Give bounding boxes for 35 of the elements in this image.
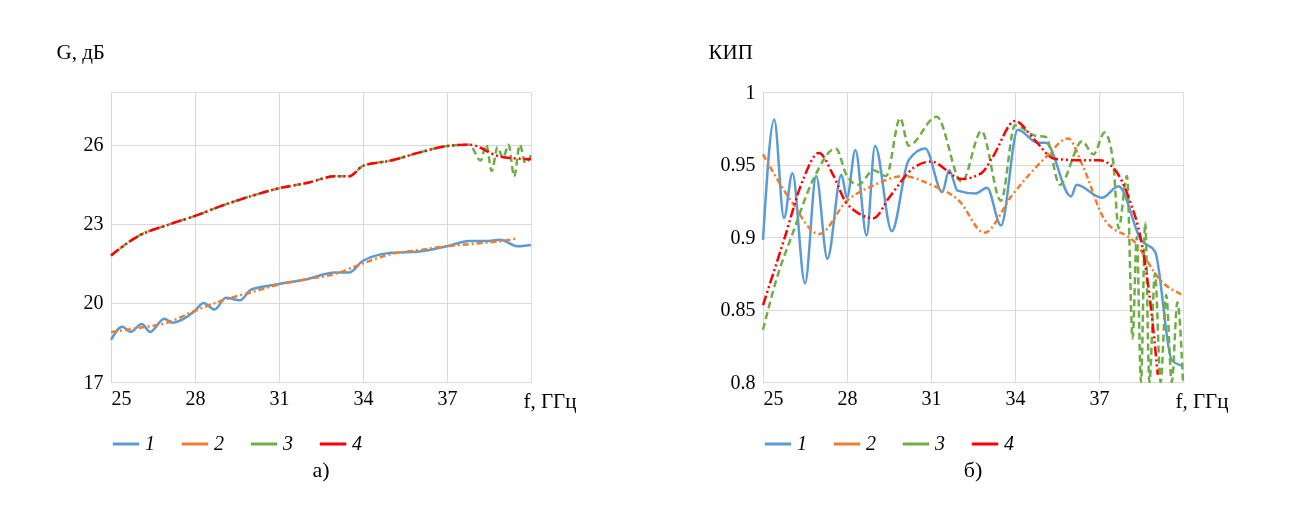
legend-label: 2 — [214, 432, 224, 454]
x-tick-label: 34 — [353, 386, 374, 409]
legend-label: 1 — [145, 432, 155, 454]
legend-label: 1 — [797, 432, 807, 454]
x-axis-title: f, ГГц — [1175, 388, 1229, 413]
x-tick-label: 25 — [763, 386, 784, 409]
legend-label: 4 — [352, 432, 362, 454]
x-tick-label: 31 — [921, 386, 942, 409]
y-tick-label: 0.9 — [730, 225, 756, 248]
x-tick-label: 28 — [837, 386, 858, 409]
x-tick-label: 31 — [269, 386, 290, 409]
y-axis-title: КИП — [708, 39, 753, 64]
x-tick-label: 34 — [1005, 386, 1026, 409]
y-tick-label: 20 — [83, 291, 104, 314]
y-tick-label: 17 — [83, 370, 104, 393]
legend-label: 3 — [282, 432, 293, 454]
x-tick-label: 28 — [185, 386, 206, 409]
y-tick-label: 0.95 — [720, 153, 756, 175]
line-series — [109, 143, 533, 257]
x-tick-label: 37 — [437, 386, 458, 409]
x-tick-label: 25 — [111, 386, 132, 409]
text: а) — [312, 457, 330, 482]
y-axis-title: G, дБ — [56, 39, 105, 64]
y-tick-label: 0.8 — [730, 370, 756, 393]
legend-label: 4 — [1004, 432, 1014, 454]
y-tick-label: 1 — [745, 80, 756, 103]
text: б) — [963, 457, 983, 482]
legend-label: 2 — [866, 432, 876, 454]
y-tick-label: 23 — [83, 212, 104, 235]
x-axis-title: f, ГГц — [523, 388, 577, 413]
x-tick-label: 37 — [1089, 386, 1110, 409]
y-tick-label: 0.85 — [720, 298, 756, 320]
y-tick-label: 26 — [83, 133, 104, 156]
legend-label: 3 — [934, 432, 945, 454]
line-series — [761, 137, 1185, 297]
